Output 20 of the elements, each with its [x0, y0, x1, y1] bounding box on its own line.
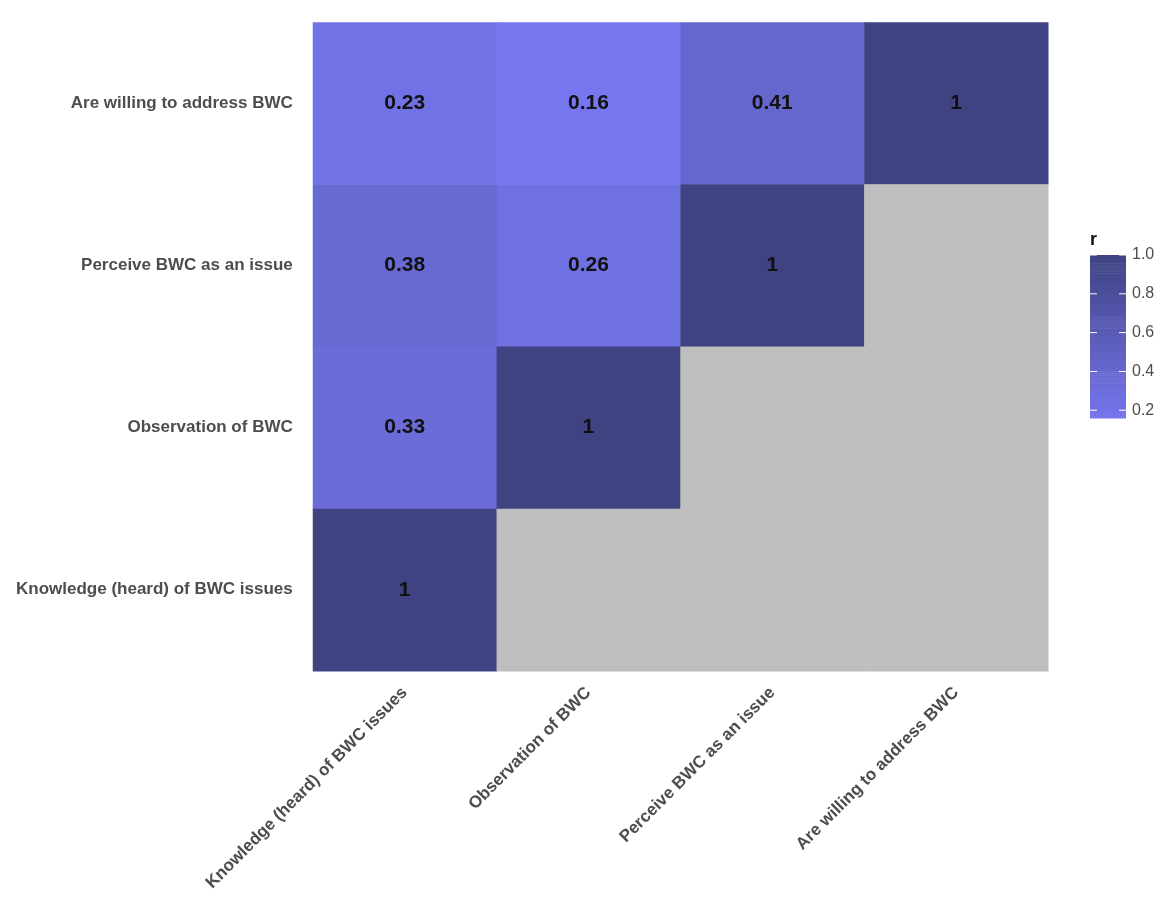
color-bar-label: 0.2	[1132, 400, 1155, 418]
data-label: 1	[398, 576, 411, 600]
data-label: 0.16	[568, 90, 609, 114]
data-label: 0.26	[568, 252, 609, 276]
color-bar-label: 0.8	[1132, 284, 1155, 302]
data-label: 1	[950, 90, 963, 114]
color-bar-label: 0.6	[1132, 323, 1155, 341]
y-tick-label: Knowledge (heard) of BWC issues	[16, 579, 293, 599]
y-tick-label: Observation of BWC	[127, 417, 293, 437]
data-label: 1	[582, 414, 595, 438]
color-bar-label: 1.0	[1132, 245, 1155, 263]
y-tick-label: Are willing to address BWC	[70, 92, 293, 112]
color-bar-title: r	[1090, 229, 1098, 249]
data-label: 0.41	[751, 90, 794, 114]
data-label: 0.23	[384, 90, 426, 114]
data-label: 0.33	[384, 414, 426, 438]
data-label: 0.38	[384, 252, 426, 276]
data-label: 1	[766, 252, 779, 276]
y-tick-label: Perceive BWC as an issue	[81, 255, 293, 275]
color-bar-label: 0.4	[1132, 361, 1155, 379]
